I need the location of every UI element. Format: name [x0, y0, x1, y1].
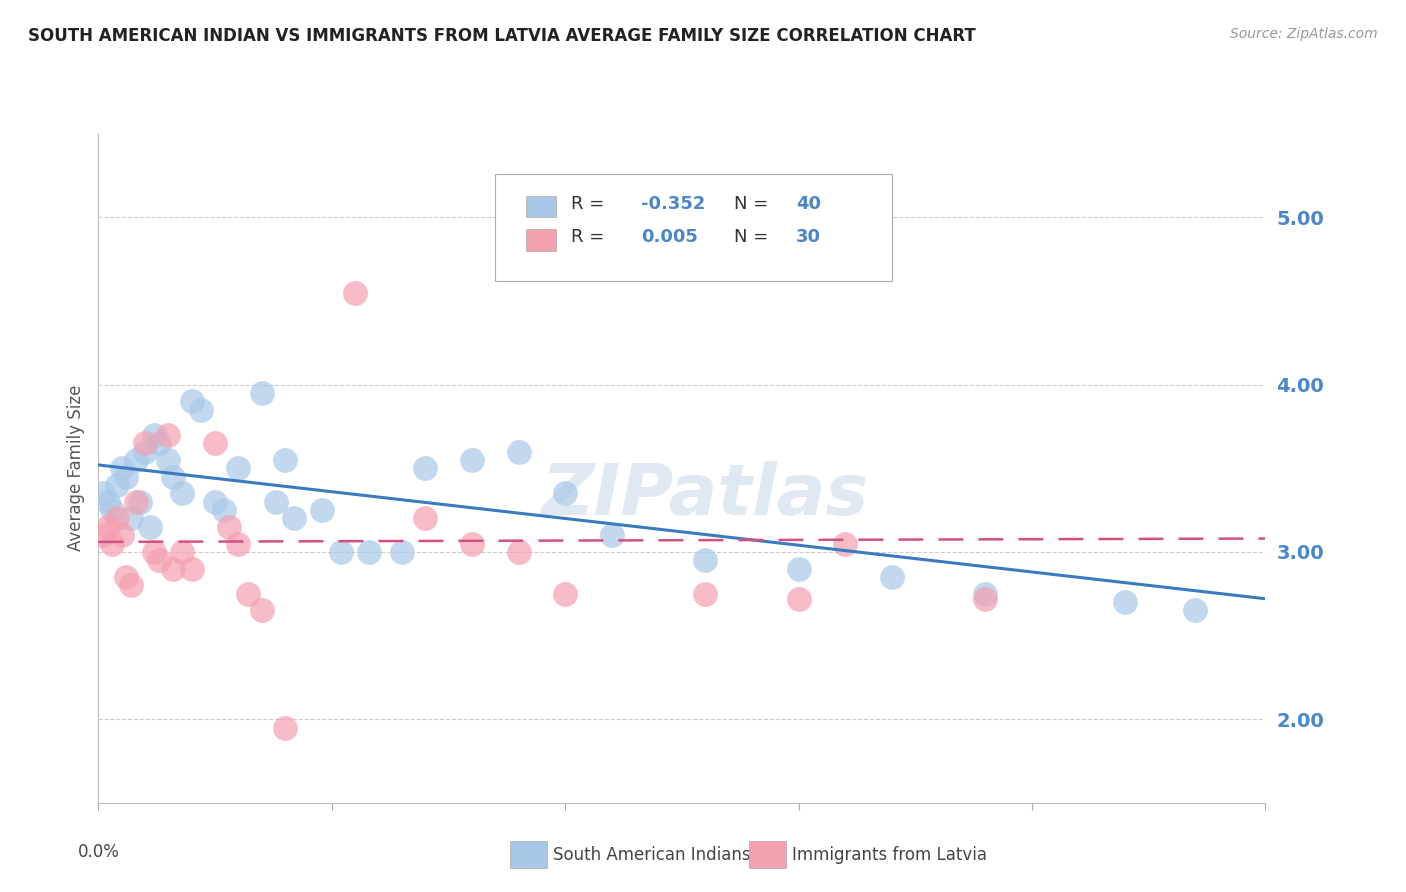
Point [974, 591, 997, 606]
Point [311, 503, 333, 517]
Point [787, 562, 810, 576]
Point [172, 545, 194, 559]
Point [228, 536, 250, 550]
Point [834, 536, 856, 550]
Point [974, 587, 997, 601]
Text: R =: R = [571, 228, 610, 246]
Point [120, 578, 142, 592]
Text: N =: N = [734, 228, 775, 246]
Text: Immigrants from Latvia: Immigrants from Latvia [792, 846, 987, 863]
Point [695, 553, 717, 567]
Text: ZIPatlas: ZIPatlas [541, 460, 869, 530]
Point [111, 528, 134, 542]
Point [359, 545, 381, 559]
Point [250, 603, 273, 617]
Point [120, 511, 142, 525]
Point [129, 495, 152, 509]
Point [204, 495, 226, 509]
Point [391, 545, 413, 559]
Point [236, 587, 259, 601]
Point [264, 495, 287, 509]
Point [157, 428, 180, 442]
Point [330, 545, 353, 559]
Point [180, 562, 202, 576]
Point [115, 570, 138, 584]
Text: 0.005: 0.005 [641, 228, 697, 246]
Point [214, 503, 236, 517]
Point [204, 436, 226, 450]
Text: 30: 30 [796, 228, 821, 246]
Point [344, 285, 367, 300]
Point [695, 587, 717, 601]
Point [162, 469, 184, 483]
Point [115, 469, 138, 483]
Point [1114, 595, 1136, 609]
Point [143, 545, 166, 559]
Point [508, 545, 530, 559]
Point [413, 511, 436, 525]
Point [180, 394, 202, 409]
Point [91, 486, 114, 500]
Point [172, 486, 194, 500]
Point [148, 553, 170, 567]
Text: 0.0%: 0.0% [77, 843, 120, 861]
Point [461, 453, 484, 467]
Point [101, 503, 124, 517]
Point [508, 444, 530, 458]
FancyBboxPatch shape [526, 195, 555, 218]
Text: R =: R = [571, 195, 610, 213]
Point [134, 444, 156, 458]
FancyBboxPatch shape [526, 229, 555, 251]
Point [880, 570, 903, 584]
Point [111, 461, 134, 475]
Point [125, 453, 148, 467]
Point [162, 562, 184, 576]
Point [139, 520, 162, 534]
Point [157, 453, 180, 467]
Point [218, 520, 240, 534]
Point [461, 536, 484, 550]
Text: Source: ZipAtlas.com: Source: ZipAtlas.com [1230, 27, 1378, 41]
Y-axis label: Average Family Size: Average Family Size [66, 385, 84, 551]
Point [134, 436, 156, 450]
Point [228, 461, 250, 475]
Point [97, 495, 120, 509]
Point [554, 486, 576, 500]
Point [125, 495, 148, 509]
Point [274, 453, 297, 467]
Point [1184, 603, 1206, 617]
Text: SOUTH AMERICAN INDIAN VS IMMIGRANTS FROM LATVIA AVERAGE FAMILY SIZE CORRELATION : SOUTH AMERICAN INDIAN VS IMMIGRANTS FROM… [28, 27, 976, 45]
Point [105, 478, 128, 492]
Point [554, 587, 576, 601]
Text: 40: 40 [796, 195, 821, 213]
Point [190, 402, 212, 417]
Text: -0.352: -0.352 [641, 195, 706, 213]
Text: N =: N = [734, 195, 775, 213]
FancyBboxPatch shape [495, 174, 891, 281]
Point [413, 461, 436, 475]
Point [91, 528, 114, 542]
Point [283, 511, 305, 525]
Text: South American Indians: South American Indians [553, 846, 751, 863]
Point [274, 721, 297, 735]
Point [600, 528, 623, 542]
Point [143, 428, 166, 442]
Point [101, 536, 124, 550]
Point [787, 591, 810, 606]
Point [105, 511, 128, 525]
Point [250, 386, 273, 401]
Point [97, 520, 120, 534]
Point [148, 436, 170, 450]
